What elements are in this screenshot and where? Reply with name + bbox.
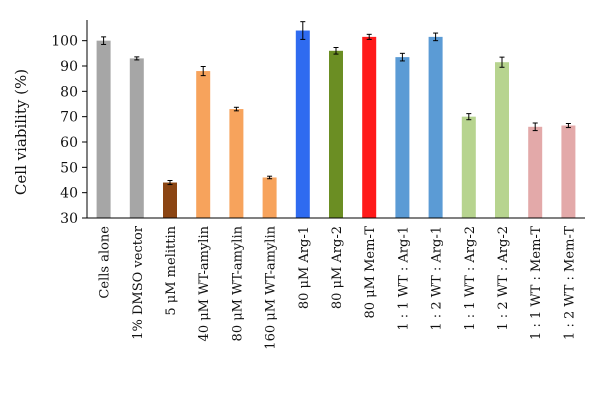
y-tick-label: 60 xyxy=(60,135,78,151)
y-tick-label: 80 xyxy=(60,84,78,100)
category-label: 1 : 2 WT : Mem-T xyxy=(562,226,577,340)
y-tick-label: 70 xyxy=(60,110,78,126)
category-label: 1 : 1 WT : Arg-1 xyxy=(396,226,411,331)
category-label: 160 μM WT-amylin xyxy=(264,225,279,349)
category-label: 80 μM Arg-1 xyxy=(297,226,312,309)
bar xyxy=(495,62,509,219)
bar xyxy=(129,58,144,219)
category-label: Cells alone xyxy=(98,226,113,299)
category-label: 1 : 1 WT : Arg-2 xyxy=(463,226,478,331)
bar xyxy=(528,126,543,218)
bar xyxy=(196,71,211,218)
y-tick-label: 90 xyxy=(60,59,78,75)
category-label: 5 μM melittin xyxy=(164,225,179,315)
bar xyxy=(163,182,177,218)
category-label: 1 : 2 WT : Arg-1 xyxy=(430,226,445,331)
category-label: 80 μM Arg-2 xyxy=(330,226,345,309)
category-labels: Cells alone 1% DMSO vector 5 μM melittin 40… xyxy=(98,225,578,349)
category-label: 80 μM Mem-T xyxy=(363,226,378,319)
y-axis-title: Cell viability (%) xyxy=(12,69,30,195)
bar xyxy=(229,109,244,218)
bar xyxy=(461,116,476,218)
bar xyxy=(262,177,277,218)
y-tick-label: 30 xyxy=(60,211,78,227)
category-label: 1 : 1 WT : Mem-T xyxy=(529,226,544,340)
category-label: 80 μM WT-amylin xyxy=(230,225,245,341)
bars xyxy=(96,30,576,219)
error-bars xyxy=(101,21,571,186)
bar xyxy=(362,36,377,218)
y-tick-label: 50 xyxy=(60,160,78,176)
bar xyxy=(561,125,576,218)
y-tick-label: 40 xyxy=(60,186,78,202)
y-tick-label: 100 xyxy=(51,34,78,50)
category-label: 40 μM WT-amylin xyxy=(197,225,212,341)
bar xyxy=(295,30,310,219)
bar xyxy=(96,40,111,218)
category-label: 1 : 2 WT : Arg-2 xyxy=(496,226,511,331)
category-label: 1% DMSO vector xyxy=(131,225,146,340)
bar xyxy=(329,50,343,218)
y-axis-ticks: 30 40 50 60 70 80 90 100 xyxy=(51,34,87,227)
bar xyxy=(428,36,443,218)
bar xyxy=(395,57,410,219)
